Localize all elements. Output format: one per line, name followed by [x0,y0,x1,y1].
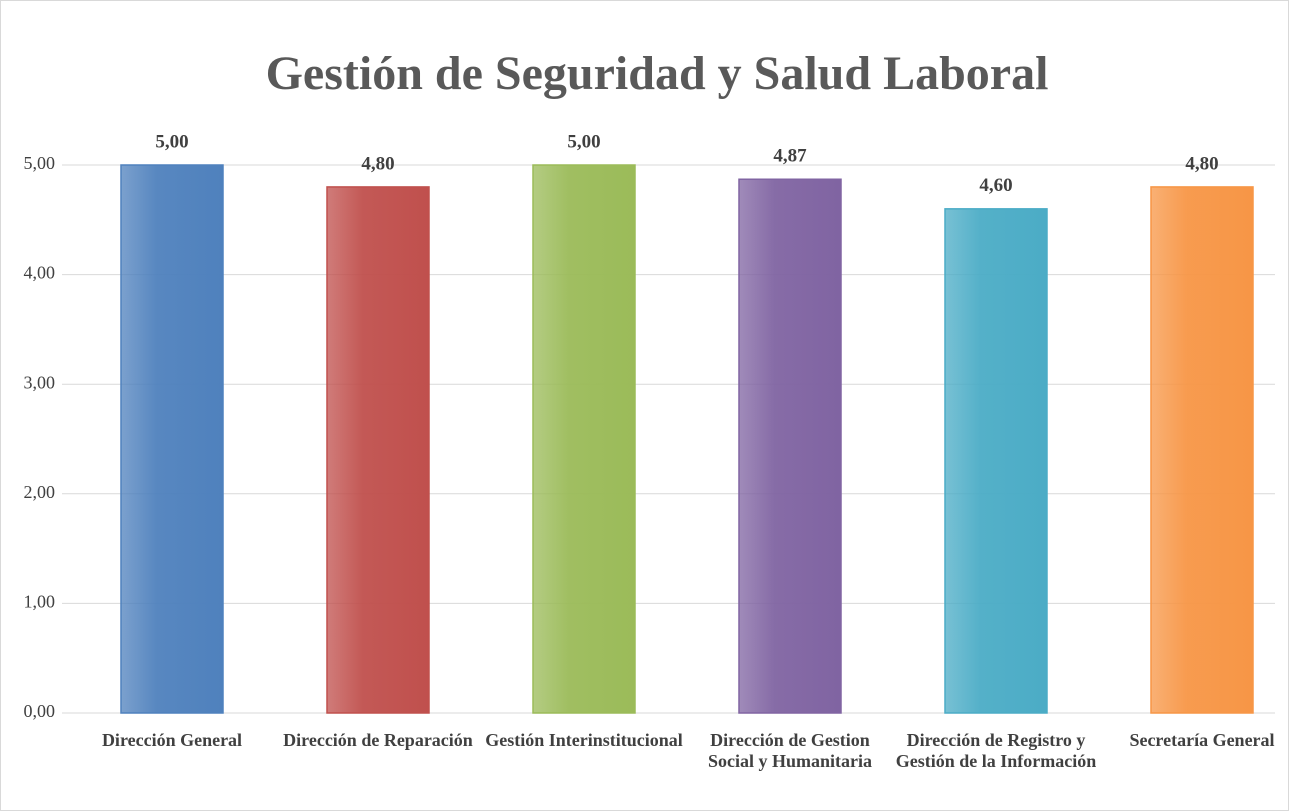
x-tick-label: Dirección de Reparación [283,730,473,750]
y-tick-label: 1,00 [24,592,56,612]
value-label: 4,80 [361,153,394,174]
bar [532,164,636,714]
bar [326,186,430,714]
y-tick-label: 4,00 [24,263,56,283]
x-tick-label: Dirección de Registro y Gestión de la In… [895,730,1097,771]
y-tick-label: 5,00 [24,153,56,173]
bar [120,164,224,714]
x-tick-label: Dirección General [101,730,243,750]
x-tick-label: Dirección de Gestion Social y Humanitari… [707,730,872,771]
chart-title: Gestión de Seguridad y Salud Laboral [266,47,1049,100]
y-tick-label: 3,00 [24,372,56,392]
y-tick-label: 0,00 [24,701,56,721]
value-label: 5,00 [567,131,600,152]
y-tick-label: 2,00 [24,482,56,502]
bar [738,178,842,714]
value-label: 4,87 [773,146,807,167]
bar [944,208,1048,714]
value-label: 4,60 [979,175,1012,196]
value-label: 4,80 [1185,153,1218,174]
x-tick-label: Secretaría General [1129,730,1275,750]
value-label: 5,00 [155,131,188,152]
x-tick-label: Gestión Interinstitucional [485,730,683,750]
bar [1150,186,1254,714]
